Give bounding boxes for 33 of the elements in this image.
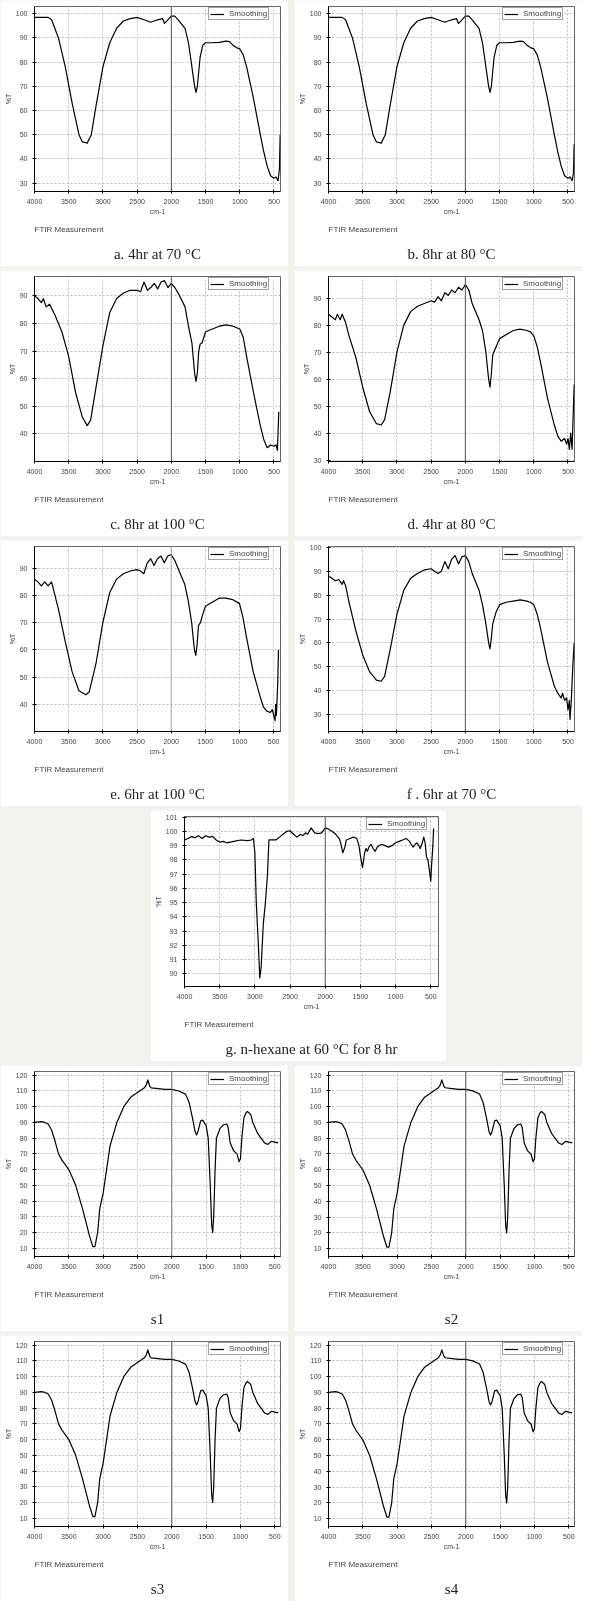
text: FTIR Measurement [328,494,399,504]
text: FTIR Measurement [34,764,105,774]
text: s2 [444,1310,459,1327]
text: a. 4hr at 70 °C [113,245,202,262]
text: FTIR Measurement [34,1559,105,1569]
text: d. 4hr at 80 °C [407,515,496,532]
text: FTIR Measurement [34,494,105,504]
legend-label: Smoothing [523,549,562,558]
text: g. n-hexane at 60 °C for 8 hr [225,1040,398,1057]
legend-label: Smoothing [523,1074,562,1083]
legend-label: Smoothing [523,9,562,18]
legend-label: Smoothing [229,1344,268,1353]
text: FTIR Measurement [184,1019,255,1029]
text: FTIR Measurement [34,224,105,234]
text: FTIR Measurement [328,764,399,774]
legend-label: Smoothing [229,1074,268,1083]
text: f . 6hr at 70 °C [406,785,497,802]
legend-label: Smoothing [229,279,268,288]
text: b. 8hr at 80 °C [407,245,496,262]
legend-label: Smoothing [229,549,268,558]
legend-label: Smoothing [523,279,562,288]
legend-label: Smoothing [523,1344,562,1353]
text: FTIR Measurement [328,224,399,234]
text: s3 [150,1580,165,1597]
text: FTIR Measurement [328,1559,399,1569]
text: e. 6hr at 100 °C [110,785,205,802]
legend-label: Smoothing [387,819,426,828]
text: c. 8hr at 100 °C [110,515,205,532]
text: FTIR Measurement [34,1289,105,1299]
text: s4 [444,1580,459,1597]
text: FTIR Measurement [328,1289,399,1299]
legend-label: Smoothing [229,9,268,18]
text: s1 [150,1310,165,1327]
